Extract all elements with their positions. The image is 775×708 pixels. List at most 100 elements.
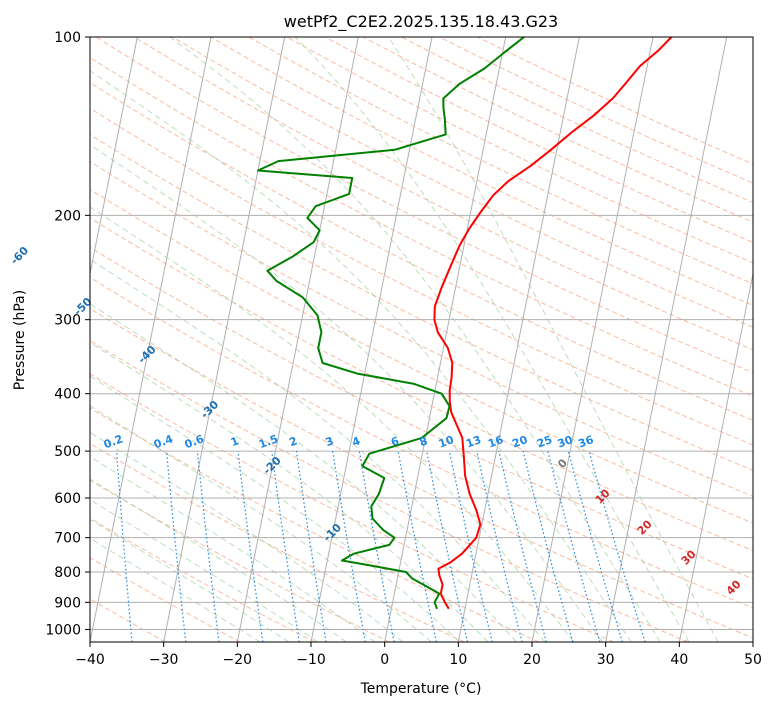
moist-adiabat: [388, 37, 719, 642]
mixing-ratio-line: [476, 450, 523, 642]
isotherm-line: [457, 37, 580, 642]
x-tick-label: −10: [296, 652, 326, 668]
moist-adiabat: [90, 537, 261, 642]
y-tick-label: 400: [54, 387, 81, 403]
y-tick-label: 500: [54, 444, 81, 460]
y-tick-label: 300: [54, 313, 81, 329]
dry-adiabat: [248, 37, 753, 285]
background-lines: [90, 37, 753, 642]
x-tick-label: 10: [449, 652, 467, 668]
y-tick-label: 200: [54, 208, 81, 224]
y-tick-label: 600: [54, 491, 81, 507]
isotherm-line: [531, 37, 654, 642]
mixing-ratio-line: [567, 450, 623, 642]
mixing-ratio-label: 1.5: [257, 432, 280, 451]
data-series: [257, 37, 673, 610]
dry-adiabat: [210, 37, 753, 306]
axes: −40 −30 −20 −10 0 10 20 30 40 5010020030040050060…: [45, 30, 762, 668]
dry-adiabat: [90, 161, 753, 497]
dry-adiabat: [90, 517, 315, 642]
dry-adiabat: [90, 276, 753, 609]
mixing-ratio-line: [237, 451, 264, 642]
mixing-ratio-line: [196, 451, 220, 642]
x-tick-label: 40: [670, 652, 688, 668]
mixing-ratio-line: [448, 450, 493, 642]
x-tick-label: 50: [744, 652, 762, 668]
mixing-ratio-label: 0.2: [102, 432, 125, 451]
y-tick-label: 1000: [45, 622, 81, 638]
mixing-ratio-label: 6: [389, 434, 401, 449]
mixing-ratio-label: 25: [535, 433, 554, 450]
mixing-ratio-line: [295, 451, 327, 642]
mixing-ratio-line: [426, 450, 469, 642]
dry-adiabat: [133, 37, 753, 351]
moist-adiabat: [90, 375, 461, 642]
mixing-ratio-label: 13: [464, 433, 483, 450]
mixing-ratio-line: [588, 450, 646, 642]
mixing-ratio-line: [547, 450, 601, 642]
mixing-ratio-line: [397, 450, 437, 642]
isotherm-line: [236, 37, 359, 642]
x-tick-label: 0: [380, 652, 389, 668]
mixing-ratio-label: 4: [350, 434, 362, 449]
mixing-ratio-label: 10: [437, 433, 456, 451]
mixing-ratio-label: 8: [418, 434, 430, 449]
y-tick-label: 100: [54, 30, 81, 46]
y-axis-label: Pressure (hPa): [12, 290, 28, 390]
isotherm-line: [163, 37, 286, 642]
mixing-ratio-label: 36: [576, 433, 595, 451]
mixing-ratio-line: [166, 451, 187, 642]
moist-adiabat: [90, 456, 376, 642]
dry-adiabat: [90, 407, 540, 642]
temperature-profile: [433, 37, 673, 610]
mixing-ratio-label: 20: [511, 433, 530, 451]
moist-adiabat: [90, 478, 347, 642]
mixing-ratio-label: 30: [556, 433, 575, 451]
dry-adiabat: [90, 134, 753, 471]
x-tick-label: −30: [149, 652, 179, 668]
x-tick-label: −20: [223, 652, 253, 668]
mixing-ratio-label: 1: [229, 434, 241, 449]
mixing-ratio-line: [358, 450, 395, 642]
dry-adiabat: [172, 37, 753, 328]
y-tick-label: 700: [54, 531, 81, 547]
dry-adiabat: [90, 217, 753, 552]
moist-adiabat: [90, 206, 574, 642]
x-tick-label: 30: [597, 652, 615, 668]
chart-title: wetPf2_C2E2.2025.135.18.43.G23: [284, 12, 558, 32]
isotherm-line: [678, 271, 753, 642]
mixing-ratio-label: 2: [288, 434, 300, 449]
isotherm-line: [384, 37, 507, 642]
moist-adiabat: [90, 341, 489, 642]
dry-adiabat: [90, 107, 753, 446]
dry-adiabat: [90, 340, 689, 642]
y-tick-label: 800: [54, 565, 81, 581]
mixing-ratio-line: [522, 450, 574, 642]
moist-adiabat: [90, 303, 517, 642]
isotherm-line: [605, 37, 728, 642]
mixing-ratio-label: 3: [324, 434, 336, 449]
moist-adiabat: [90, 258, 546, 642]
y-tick-label: 900: [54, 595, 81, 611]
moist-adiabat: [169, 37, 661, 642]
mixing-ratio-line: [498, 450, 547, 642]
mixing-ratio-label: 0.6: [183, 432, 206, 451]
x-axis-label: Temperature (°C): [360, 681, 482, 697]
mixing-ratio-label: 16: [486, 433, 505, 451]
mixing-ratio-line: [116, 451, 133, 642]
dry-adiabat: [90, 598, 166, 642]
moist-adiabat: [90, 144, 603, 642]
moist-adiabat: [90, 70, 632, 642]
plot-frame: [89, 36, 754, 643]
mixing-ratio-line: [271, 451, 300, 642]
dewpoint-profile: [257, 37, 525, 610]
mixing-ratio-label: 0.4: [152, 432, 175, 451]
moist-adiabat: [90, 405, 432, 642]
dry-adiabat: [90, 188, 753, 524]
isotherm-line: [90, 37, 138, 277]
dry-adiabat: [90, 442, 465, 642]
x-tick-label: 20: [523, 652, 541, 668]
moist-adiabat: [90, 431, 404, 642]
dry-adiabat: [90, 246, 753, 580]
